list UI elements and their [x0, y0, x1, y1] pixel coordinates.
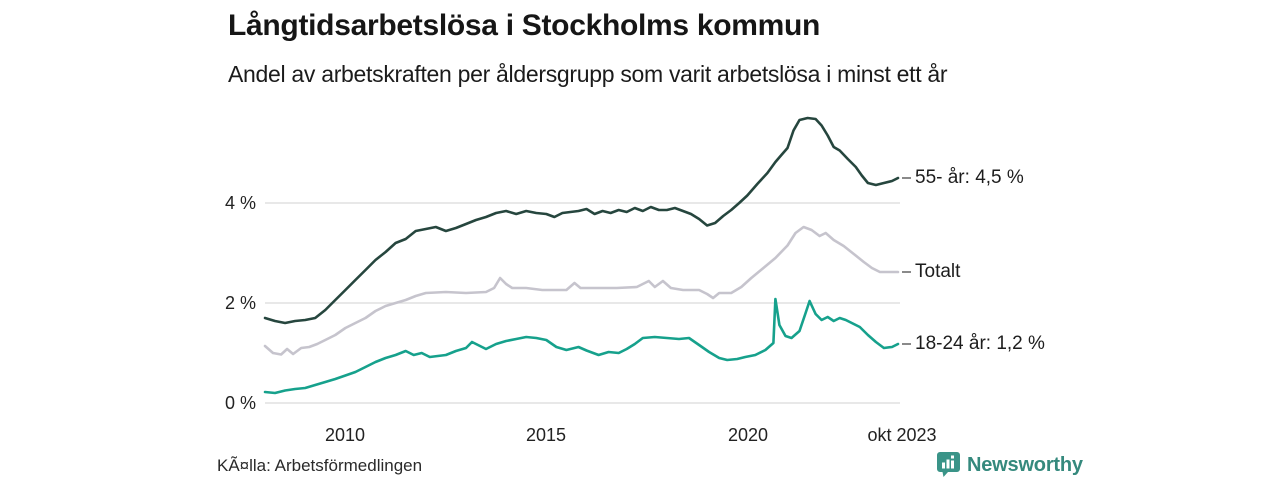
logo-bar-2 — [946, 459, 950, 469]
logo-exclamation-dot — [951, 455, 954, 459]
logo-bar-3 — [951, 460, 954, 469]
y-axis-tick-4: 4 % — [224, 193, 256, 213]
source-credit: KÃ¤lla: Arbetsförmedlingen — [217, 456, 423, 475]
series-label-totalt: Totalt — [915, 261, 961, 282]
page-title: Långtidsarbetslösa i Stockholms kommun — [228, 9, 821, 42]
line-series-18-24-ar — [263, 297, 900, 395]
series-label-tick-55 — [902, 177, 911, 179]
x-axis-tick-okt-2023: okt 2023 — [867, 425, 937, 445]
x-axis-tick-2020: 2020 — [727, 425, 769, 445]
series-label-55: 55- år: 4,5 % — [915, 167, 1024, 188]
x-axis-tick-2010: 2010 — [324, 425, 366, 445]
page-subtitle: Andel av arbetskraften per åldersgrupp s… — [228, 61, 948, 87]
series-label-tick-totalt — [902, 271, 911, 273]
y-axis-tick-2: 2 % — [224, 293, 256, 313]
brand-name: Newsworthy — [967, 453, 1083, 476]
line-series-totalt — [263, 225, 900, 356]
y-axis-tick-0: 0 % — [224, 393, 256, 413]
series-label-tick-18-24 — [902, 343, 911, 345]
newsworthy-logo-icon — [937, 452, 960, 477]
logo-bar-1 — [942, 462, 945, 469]
line-series-55-ar — [263, 116, 900, 325]
series-label-18-24: 18-24 år: 1,2 % — [915, 333, 1045, 354]
newsworthy-brand: Newsworthy — [936, 451, 1083, 478]
x-axis-tick-2015: 2015 — [525, 425, 567, 445]
